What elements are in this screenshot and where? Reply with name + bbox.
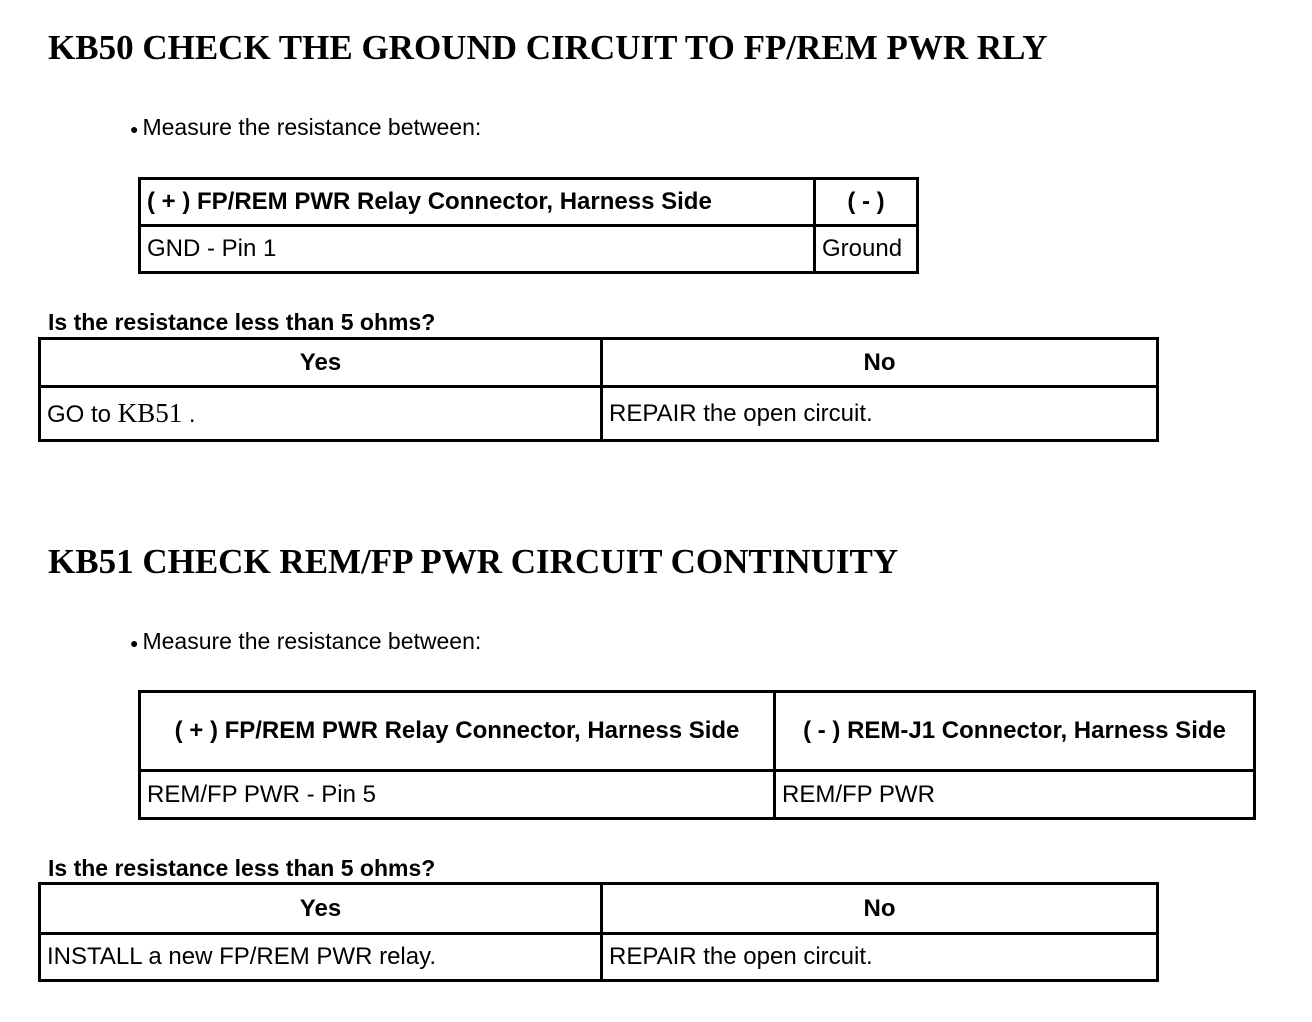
kb50-question: Is the resistance less than 5 ohms? xyxy=(48,309,436,335)
yes-header: Yes xyxy=(38,337,603,388)
kb51-result-table: Yes No INSTALL a new FP/REM PWR relay. R… xyxy=(38,882,1159,982)
table-row: REM/FP PWR - Pin 5 REM/FP PWR xyxy=(138,769,1256,820)
bullet-icon: ● xyxy=(130,120,139,137)
positive-header: ( + ) FP/REM PWR Relay Connector, Harnes… xyxy=(138,177,816,227)
kb51-link[interactable]: KB51 xyxy=(117,398,183,428)
table-row: GND - Pin 1 Ground xyxy=(138,224,919,274)
kb51-title: KB51 CHECK REM/FP PWR CIRCUIT CONTINUITY xyxy=(48,542,899,581)
negative-header: ( - ) xyxy=(813,177,919,227)
yes-cell: GO to KB51 . xyxy=(38,385,603,442)
kb50-result-table: Yes No GO to KB51 . REPAIR the open circ… xyxy=(38,337,1159,442)
table-header-row: ( + ) FP/REM PWR Relay Connector, Harnes… xyxy=(138,177,919,227)
kb50-title: KB50 CHECK THE GROUND CIRCUIT TO FP/REM … xyxy=(48,28,1048,67)
kb51-question: Is the resistance less than 5 ohms? xyxy=(48,855,436,881)
table-header-row: ( + ) FP/REM PWR Relay Connector, Harnes… xyxy=(138,690,1256,772)
no-cell: REPAIR the open circuit. xyxy=(600,385,1159,442)
table-header-row: Yes No xyxy=(38,337,1159,388)
bullet-icon: ● xyxy=(130,634,139,651)
negative-cell: Ground xyxy=(813,224,919,274)
kb50-instruction: ● Measure the resistance between: xyxy=(130,114,481,141)
table-row: INSTALL a new FP/REM PWR relay. REPAIR t… xyxy=(38,932,1159,982)
kb51-instruction: ● Measure the resistance between: xyxy=(130,628,481,655)
no-header: No xyxy=(600,882,1159,935)
instruction-text: Measure the resistance between: xyxy=(142,628,482,654)
negative-cell: REM/FP PWR xyxy=(773,769,1256,820)
positive-cell: REM/FP PWR - Pin 5 xyxy=(138,769,776,820)
negative-header: ( - ) REM-J1 Connector, Harness Side xyxy=(773,690,1256,772)
yes-header: Yes xyxy=(38,882,603,935)
yes-prefix: GO to xyxy=(47,401,112,428)
no-header: No xyxy=(600,337,1159,388)
instruction-text: Measure the resistance between: xyxy=(142,114,482,140)
table-header-row: Yes No xyxy=(38,882,1159,935)
kb51-measure-table: ( + ) FP/REM PWR Relay Connector, Harnes… xyxy=(138,690,1256,820)
no-cell: REPAIR the open circuit. xyxy=(600,932,1159,982)
yes-suffix: . xyxy=(188,401,196,428)
positive-cell: GND - Pin 1 xyxy=(138,224,816,274)
positive-header: ( + ) FP/REM PWR Relay Connector, Harnes… xyxy=(138,690,776,772)
table-row: GO to KB51 . REPAIR the open circuit. xyxy=(38,385,1159,442)
kb50-measure-table: ( + ) FP/REM PWR Relay Connector, Harnes… xyxy=(138,177,919,274)
yes-cell: INSTALL a new FP/REM PWR relay. xyxy=(38,932,603,982)
